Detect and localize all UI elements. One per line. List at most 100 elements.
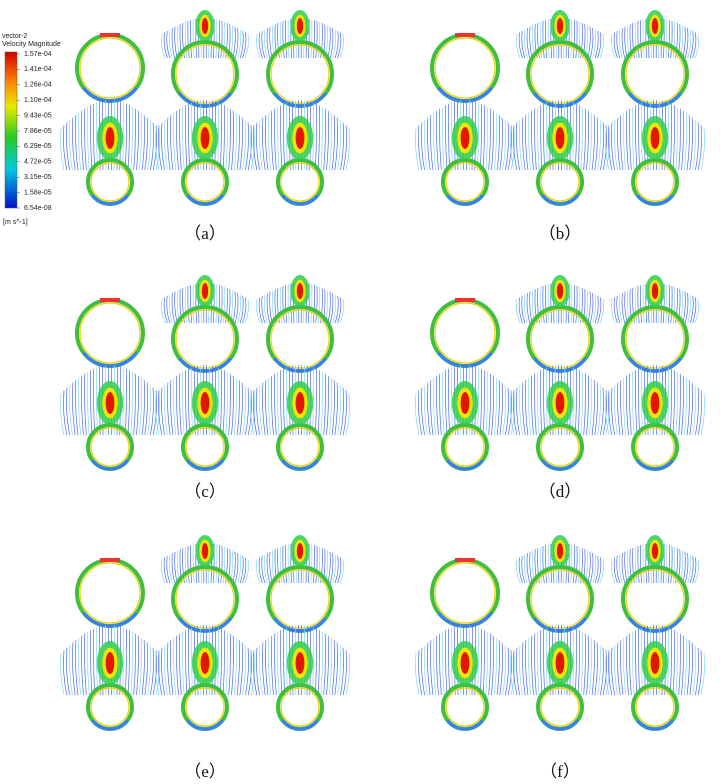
vector-streak bbox=[141, 115, 145, 171]
vector-streak bbox=[72, 642, 76, 696]
vector-streak bbox=[605, 392, 610, 436]
vector-streak bbox=[72, 382, 76, 436]
vector-streak bbox=[130, 631, 133, 696]
vector-streak bbox=[233, 377, 237, 436]
vector-streak bbox=[665, 544, 668, 584]
vector-streak bbox=[147, 645, 151, 696]
vector-streak bbox=[171, 553, 176, 584]
vector-streak bbox=[697, 125, 702, 171]
vector-streak bbox=[682, 26, 686, 59]
vector-streak bbox=[337, 32, 342, 59]
vector-streak bbox=[439, 108, 442, 171]
vector-streak bbox=[580, 371, 583, 436]
jet-core bbox=[650, 392, 660, 414]
vector-streak bbox=[427, 117, 431, 171]
vector-streak bbox=[320, 106, 323, 171]
vector-streak bbox=[448, 103, 451, 171]
vector-streak bbox=[60, 652, 65, 696]
vector-streak bbox=[692, 32, 697, 59]
vector-streak bbox=[594, 642, 598, 696]
vector-streak bbox=[75, 115, 79, 171]
vector-streak bbox=[282, 20, 285, 59]
vector-streak bbox=[133, 373, 136, 436]
vector-streak bbox=[259, 645, 263, 696]
vector-streak bbox=[614, 120, 618, 171]
jet-core bbox=[650, 127, 660, 149]
ring-top bbox=[455, 298, 475, 302]
ring-inner bbox=[625, 44, 685, 104]
vector-streak bbox=[516, 558, 521, 584]
ring-low bbox=[91, 194, 129, 206]
vector-streak bbox=[608, 390, 613, 436]
vector-streak bbox=[225, 371, 228, 436]
ring-inner bbox=[635, 687, 675, 727]
ring-low bbox=[541, 194, 579, 206]
vector-streak bbox=[577, 21, 581, 59]
vector-streak bbox=[266, 28, 271, 59]
vector-streak bbox=[176, 375, 179, 436]
vector-streak bbox=[287, 544, 290, 584]
vector-streak bbox=[265, 640, 269, 696]
vector-streak bbox=[586, 635, 589, 696]
vector-streak bbox=[81, 375, 84, 436]
legend-title: vector-2 bbox=[2, 33, 27, 40]
vector-streak bbox=[623, 112, 627, 171]
ring-inner bbox=[530, 309, 590, 369]
ring-low bbox=[541, 459, 579, 471]
subplot bbox=[256, 275, 344, 373]
vector-streak bbox=[170, 380, 174, 436]
vector-streak bbox=[174, 26, 178, 59]
vector-streak bbox=[634, 21, 638, 59]
ring-low bbox=[533, 617, 587, 633]
vector-streak bbox=[439, 373, 442, 436]
vector-streak bbox=[597, 645, 601, 696]
vector-streak bbox=[415, 392, 420, 436]
ring-low bbox=[186, 719, 224, 731]
vector-streak bbox=[326, 375, 329, 436]
vector-streak bbox=[315, 285, 318, 324]
vector-streak bbox=[327, 26, 331, 59]
vector-streak bbox=[577, 546, 581, 584]
vector-streak bbox=[277, 22, 280, 59]
vector-streak bbox=[167, 117, 171, 171]
ring-low bbox=[178, 357, 232, 373]
vector-streak bbox=[507, 125, 512, 171]
jet-core bbox=[201, 18, 209, 34]
ring-low bbox=[636, 459, 674, 471]
jet-core bbox=[201, 283, 209, 299]
vector-streak bbox=[433, 112, 437, 171]
vector-streak bbox=[415, 652, 420, 696]
vector-streak bbox=[283, 103, 286, 171]
vector-streak bbox=[268, 377, 272, 436]
vector-streak bbox=[675, 371, 678, 436]
vector-streak bbox=[239, 382, 243, 436]
vector-streak bbox=[692, 645, 696, 696]
vector-streak bbox=[586, 110, 589, 171]
jet-core bbox=[200, 127, 210, 149]
vector-streak bbox=[155, 127, 160, 171]
vector-streak bbox=[531, 375, 534, 436]
vector-streak bbox=[516, 33, 521, 59]
vector-streak bbox=[277, 371, 280, 436]
vector-streak bbox=[256, 558, 261, 584]
vector-streak bbox=[619, 294, 623, 324]
ring-low bbox=[273, 92, 327, 108]
vector-streak bbox=[491, 635, 494, 696]
vector-streak bbox=[152, 390, 157, 436]
vector-streak bbox=[572, 285, 575, 324]
vector-streak bbox=[479, 368, 482, 436]
subplot bbox=[75, 558, 145, 628]
vector-streak bbox=[242, 557, 247, 584]
ring-inner bbox=[280, 687, 320, 727]
vector-streak bbox=[225, 22, 228, 59]
subplot bbox=[415, 100, 515, 206]
vector-streak bbox=[138, 377, 142, 436]
vector-streak bbox=[529, 26, 533, 59]
vector-streak bbox=[442, 631, 445, 696]
vector-streak bbox=[138, 112, 142, 171]
vector-streak bbox=[547, 544, 550, 584]
vector-streak bbox=[345, 652, 350, 696]
vector-streak bbox=[170, 115, 174, 171]
vector-streak bbox=[236, 380, 240, 436]
vector-streak bbox=[215, 284, 218, 324]
